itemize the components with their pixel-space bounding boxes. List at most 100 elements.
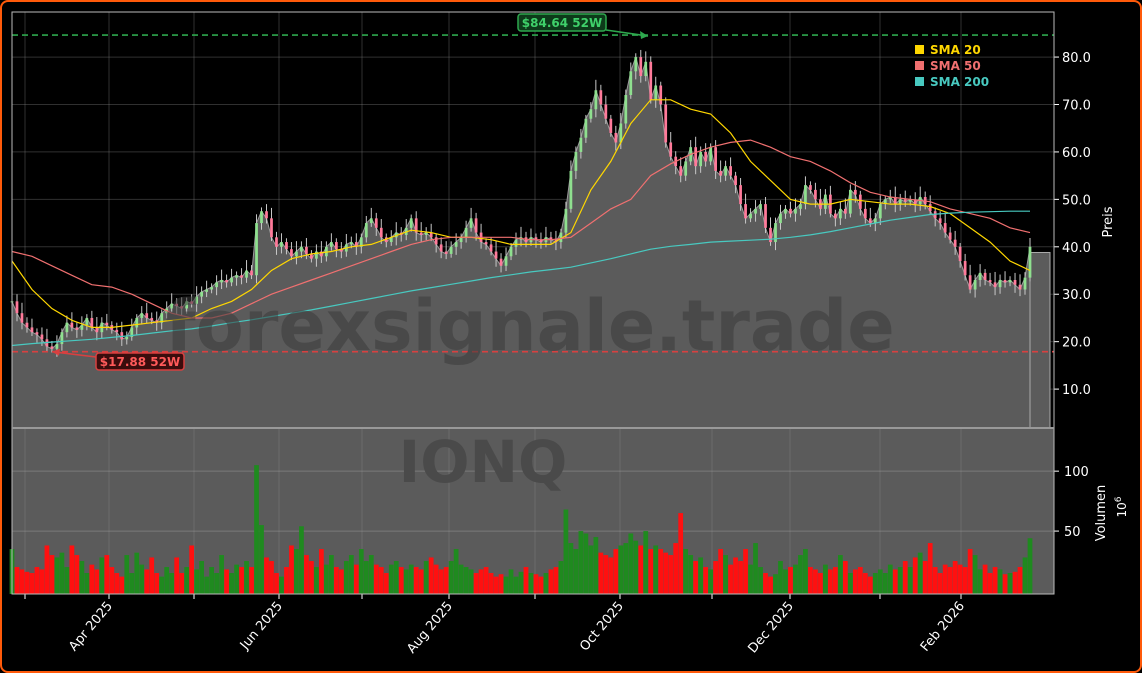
candle-down	[943, 223, 947, 233]
volume-bar	[728, 564, 733, 594]
candle-up	[454, 242, 458, 247]
volume-bar	[897, 567, 903, 594]
volume-bars	[9, 465, 1033, 594]
candle-up	[449, 246, 453, 254]
volume-bar	[84, 573, 90, 594]
candle-up	[878, 204, 882, 219]
candle-up	[784, 208, 787, 214]
candle-down	[729, 166, 732, 176]
candle-down	[145, 313, 149, 318]
volume-panel	[12, 428, 1054, 594]
candle-down	[240, 275, 243, 278]
candle-down	[225, 280, 228, 283]
candle-down	[265, 211, 268, 219]
volume-bar	[528, 573, 534, 594]
candle-up	[579, 137, 583, 152]
volume-bar	[613, 549, 619, 594]
candle-up	[409, 218, 413, 228]
volume-bar	[403, 569, 409, 594]
volume-bar	[69, 545, 75, 594]
candle-up	[584, 118, 588, 138]
candle-down	[968, 275, 972, 290]
legend-swatch	[915, 77, 924, 86]
volume-bar	[568, 543, 574, 594]
volume-bar	[698, 557, 704, 594]
candle-down	[354, 242, 358, 247]
volume-bar	[279, 576, 284, 594]
volume-bar	[99, 557, 105, 594]
candle-down	[414, 218, 418, 233]
volume-bar	[957, 564, 963, 594]
volume-bar	[254, 465, 259, 594]
candle-up	[1028, 246, 1032, 278]
x-tick-label: Jun 2025	[237, 599, 286, 653]
volume-bar	[813, 569, 818, 594]
candle-up	[220, 280, 223, 283]
price-tick-label: 70.0	[1062, 98, 1091, 113]
candle-down	[679, 166, 683, 176]
volume-bar	[862, 573, 868, 594]
volume-bar	[932, 567, 938, 594]
candle-up	[804, 185, 807, 205]
volume-bar	[239, 567, 244, 594]
volume-bar	[373, 564, 379, 594]
candle-down	[614, 132, 618, 143]
candle-up	[185, 301, 189, 309]
volume-bar	[124, 555, 130, 594]
candle-down	[893, 196, 897, 205]
candle-down	[320, 251, 323, 257]
candle-up	[65, 322, 69, 333]
volume-bar	[134, 552, 140, 594]
volume-bar	[972, 555, 978, 594]
candle-down	[90, 317, 94, 328]
volume-bar	[887, 564, 893, 594]
candle-down	[664, 104, 668, 143]
legend-label: SMA 50	[930, 59, 981, 73]
candle-up	[973, 280, 977, 290]
candle-up	[215, 282, 218, 288]
volume-bar	[1022, 557, 1028, 594]
volume-bar	[618, 545, 624, 594]
volume-bar	[842, 561, 848, 594]
candle-down	[843, 208, 847, 214]
volume-bar	[289, 545, 294, 594]
volume-bar	[89, 564, 95, 594]
candle-down	[150, 317, 154, 321]
volume-bar	[498, 574, 504, 594]
volume-bar	[743, 549, 748, 594]
high-annotation-box	[517, 13, 607, 32]
volume-bar	[149, 557, 155, 594]
volume-bar	[453, 549, 459, 594]
candle-up	[624, 95, 628, 124]
volume-bar	[309, 561, 314, 594]
volume-bar	[179, 573, 185, 594]
volume-bar	[513, 576, 519, 594]
watermark-site: forexsignale.trade	[165, 285, 894, 367]
volume-bar	[204, 576, 209, 594]
candle-down	[863, 208, 867, 219]
candle-down	[30, 327, 34, 333]
candle-down	[310, 253, 313, 259]
volume-tick-label: 50	[1064, 525, 1081, 540]
volume-bar	[583, 533, 589, 594]
candle-down	[704, 151, 708, 162]
candle-up	[824, 194, 827, 209]
candle-down	[953, 239, 957, 247]
candle-down	[334, 242, 338, 250]
volume-bar	[458, 564, 464, 594]
volume-bar	[623, 543, 629, 594]
candle-up	[509, 246, 513, 257]
candle-up	[998, 280, 1002, 288]
volume-bar	[59, 552, 65, 594]
volume-bar	[314, 567, 319, 594]
candle-up	[839, 208, 842, 219]
volume-bar	[847, 573, 853, 594]
candle-down	[75, 327, 79, 330]
candle-down	[639, 57, 643, 77]
candle-down	[40, 334, 44, 340]
volume-bar	[508, 569, 514, 594]
volume-bar	[49, 555, 55, 594]
candle-up	[170, 303, 174, 309]
volume-bar	[942, 564, 948, 594]
candle-down	[35, 332, 39, 335]
